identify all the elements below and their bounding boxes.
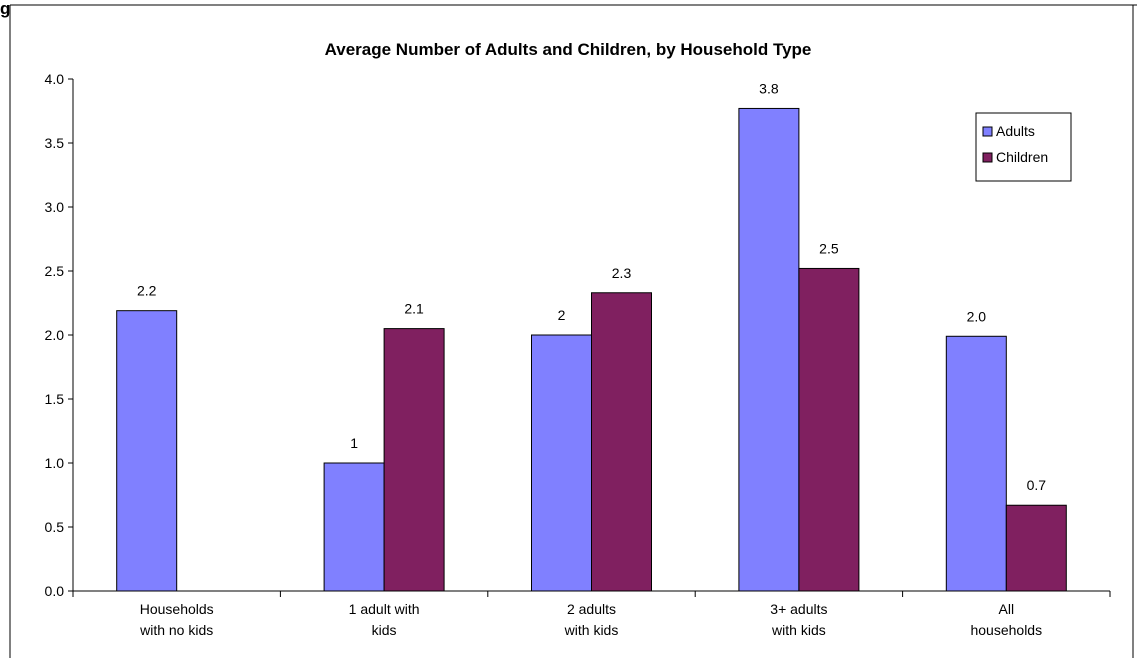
bar-children: [1005, 504, 1067, 592]
data-label: 2.3: [612, 265, 632, 281]
x-category-label-line: with no kids: [139, 622, 213, 638]
chart-title: Average Number of Adults and Children, b…: [325, 40, 812, 59]
data-label: 1: [350, 435, 358, 451]
x-category-label-line: kids: [372, 622, 397, 638]
legend-swatch-adults: [982, 126, 993, 137]
data-label: 0.7: [1027, 477, 1047, 493]
data-label: 3.8: [759, 80, 779, 96]
x-category-label-line: 2 adults: [567, 601, 616, 617]
x-category-label: 2 adults with kids: [564, 601, 619, 638]
y-axis: 0.0 0.5 1.0 1.5 2.0 2.5 3.0 3.5 4.0: [45, 71, 74, 599]
x-category-label-line: households: [970, 622, 1042, 638]
x-category-label: 3+ adults with kids: [770, 601, 827, 638]
bar-adults: [116, 310, 178, 592]
bar-adults: [738, 107, 800, 592]
legend-swatch-children: [982, 152, 993, 163]
bar-adults: [323, 462, 385, 592]
figure-label: g: [0, 0, 10, 18]
legend: Adults Children: [975, 112, 1072, 182]
x-category-label: Households with no kids: [139, 601, 214, 638]
x-category-label-line: with kids: [771, 622, 826, 638]
y-tick-label: 1.5: [45, 391, 65, 407]
x-category-label-line: All: [999, 601, 1015, 617]
y-tick-label: 2.5: [45, 263, 65, 279]
legend-label-children: Children: [996, 149, 1048, 165]
y-tick-label: 3.5: [45, 135, 65, 151]
legend-box: [975, 112, 1072, 182]
data-label: 2: [558, 307, 566, 323]
y-tick-label: 4.0: [45, 71, 65, 87]
x-category-label-line: with kids: [564, 622, 619, 638]
bar-adults: [945, 335, 1007, 592]
x-category-label: All households: [970, 601, 1042, 638]
x-category-label: 1 adult with kids: [349, 601, 420, 638]
data-label: 2.2: [137, 283, 157, 299]
data-label: 2.1: [404, 301, 424, 317]
data-labels: 2.2 1 2.1 2 2.3 3.8 2.5 2.0 0.7: [137, 80, 1046, 493]
y-tick-label: 2.0: [45, 327, 65, 343]
x-axis: Households with no kids 1 adult with kids 2 …: [72, 590, 1111, 638]
x-category-label-line: 3+ adults: [770, 601, 827, 617]
y-tick-label: 0.0: [45, 583, 65, 599]
y-tick-label: 3.0: [45, 199, 65, 215]
x-category-label-line: Households: [140, 601, 214, 617]
bar-adults: [531, 334, 592, 592]
data-label: 2.0: [967, 308, 987, 324]
bar-children: [591, 292, 652, 592]
y-tick-label: 0.5: [45, 519, 65, 535]
data-label: 2.5: [819, 240, 839, 256]
x-category-label-line: 1 adult with: [349, 601, 420, 617]
bar-children: [383, 328, 445, 592]
bar-children: [798, 267, 860, 592]
bars: [116, 107, 1067, 592]
legend-label-adults: Adults: [996, 123, 1035, 139]
y-tick-label: 1.0: [45, 455, 65, 471]
